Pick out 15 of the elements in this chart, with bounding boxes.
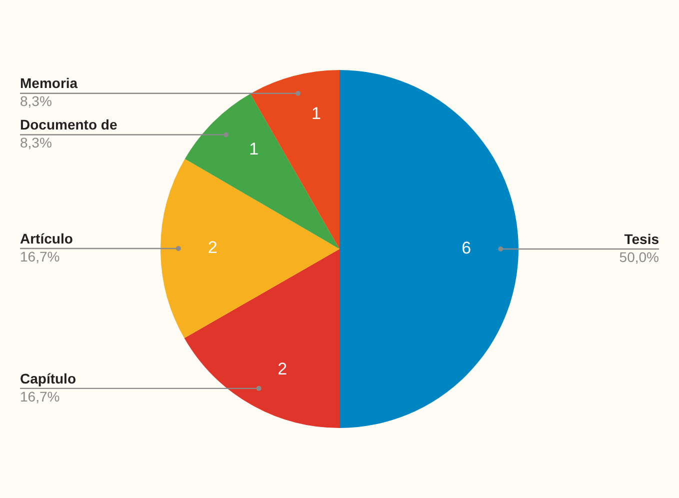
data-label: 50,0% — [619, 248, 659, 265]
slice-label: Capítulo — [20, 370, 76, 386]
slice-label: Tesis — [624, 230, 660, 247]
slice-label: Memoria — [20, 75, 78, 92]
slice-label: Artículo — [20, 230, 73, 246]
data-label: 8,3% — [20, 93, 52, 110]
data-label: 16,7% — [20, 248, 60, 264]
text: 6 — [462, 238, 472, 258]
text: 2 — [208, 238, 218, 258]
text: 1 — [312, 104, 321, 123]
text: 1 — [249, 140, 259, 159]
slice-label: Documento de — [20, 116, 118, 133]
data-label: 8,3% — [20, 134, 52, 151]
data-label: 16,7% — [20, 388, 60, 404]
text: 2 — [278, 360, 288, 379]
